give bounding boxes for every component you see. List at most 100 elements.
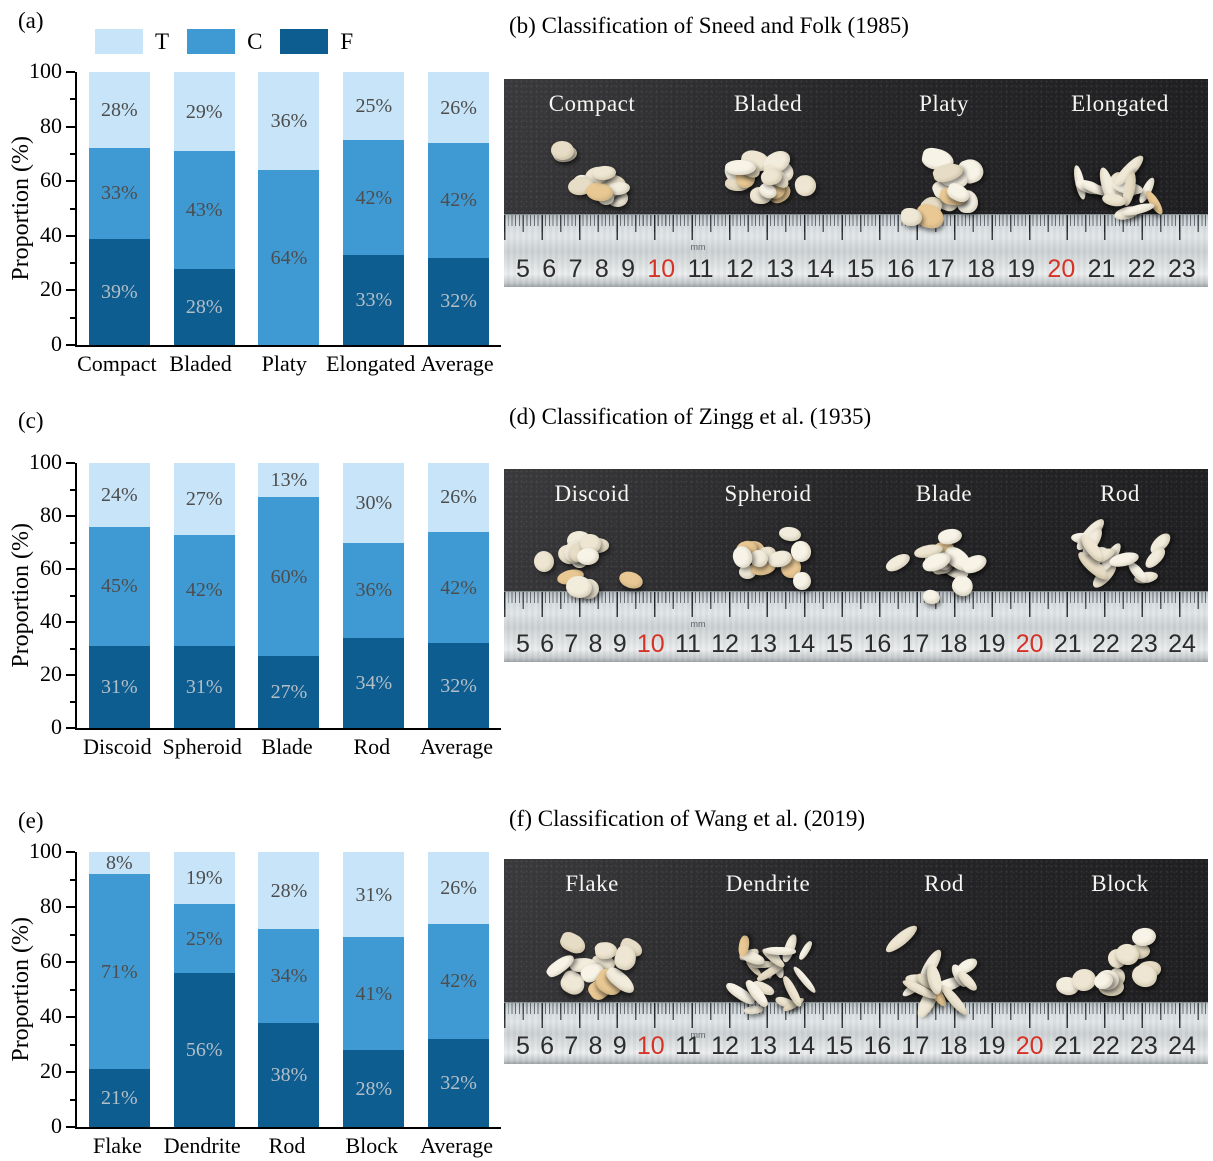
ruler-number: 23: [1130, 630, 1158, 658]
stacked-bar-dendrite: 56% 25% 19%: [173, 852, 235, 1127]
y-major-tick: [66, 961, 75, 963]
segment-value-label: 29%: [185, 100, 223, 123]
segment-value-label: 45%: [101, 575, 138, 598]
segment-value-label: 27%: [270, 681, 308, 704]
stacked-bar-flake: 21% 71% 8%: [88, 852, 150, 1127]
particle-cluster: [504, 901, 680, 1064]
y-minor-tick: [70, 988, 75, 991]
y-minor-tick: [70, 700, 75, 703]
ruler-number: 8: [588, 630, 603, 658]
ruler-number: 12: [711, 630, 739, 658]
y-major-tick: [66, 289, 75, 292]
y-tick-label: 80: [40, 893, 62, 919]
particle: [792, 172, 818, 198]
segment-value-label: 34%: [270, 964, 308, 987]
segment-value-label: 21%: [101, 1087, 138, 1110]
plot-area: 0 20 40 60 80 100 21% 71% 8% 56% 25% 19% 38% 34% 28% 28…: [29, 840, 501, 1137]
segment-value-label: 42%: [440, 970, 477, 993]
stacked-bar-rod: 34% 36% 30%: [343, 463, 405, 728]
bar-segment-T: 26%: [428, 72, 490, 143]
ruler-number: 23: [1167, 255, 1196, 283]
bar-segment-F: 32%: [428, 643, 490, 728]
segment-value-label: 39%: [101, 280, 138, 303]
ruler-number: 6: [542, 255, 557, 283]
ruler-number: 20: [1015, 630, 1044, 658]
bar-segment-F: 31%: [88, 645, 150, 728]
group-label: Flake: [565, 871, 619, 896]
category-label: Compact: [77, 351, 157, 376]
bar-segment-F: 38%: [258, 1022, 320, 1127]
segment-value-label: 43%: [185, 198, 223, 221]
ruler-number: 5: [516, 1032, 530, 1060]
y-major-tick: [66, 71, 75, 73]
particle-group-dendrite: Dendrite: [680, 859, 856, 1064]
bar-segment-F: 27%: [258, 656, 320, 728]
bar-segment-T: 26%: [428, 852, 490, 924]
y-minor-tick: [70, 541, 75, 544]
y-tick-label: 100: [29, 58, 62, 84]
particle: [532, 550, 556, 575]
particle-group-spheroid: Spheroid: [680, 469, 856, 662]
ruler-number: 7: [568, 255, 583, 283]
y-tick-label: 0: [51, 331, 62, 357]
segment-value-label: 71%: [101, 960, 138, 983]
particle-columns: Compact Bladed Platy Elongated: [504, 79, 1208, 287]
bar-segment-T: 27%: [173, 463, 235, 535]
ruler-cm-ticks: [504, 1003, 1208, 1028]
category-label: Platy: [261, 351, 307, 376]
bar-slot: 31% 42% 27%: [162, 463, 247, 728]
ruler-number: 15: [825, 630, 854, 658]
bar-segment-C: 42%: [343, 140, 405, 255]
ruler-number: 8: [594, 255, 609, 283]
ruler-number: 18: [939, 1032, 968, 1060]
segment-value-label: 42%: [355, 186, 393, 209]
particle-cluster: [856, 121, 1032, 287]
particle: [883, 550, 914, 575]
y-axis-title-wrap: Proportion (%): [0, 852, 42, 1127]
plot-area: 0 20 40 60 80 100 31% 45% 24% 31% 42% 27% 27% 60% 13% 3…: [29, 451, 501, 738]
category-label: Flake: [92, 1133, 142, 1158]
photo-title-d: (d) Classification of Zingg et al. (1935…: [509, 404, 872, 429]
ruler-number: 18: [967, 255, 995, 283]
segment-value-label: 24%: [101, 483, 138, 506]
stacked-bar-elongated: 33% 42% 25%: [343, 72, 405, 345]
particle-group-rod: Rod: [856, 859, 1032, 1064]
group-label: Bladed: [733, 91, 803, 116]
bar-slot: 34% 36% 30%: [331, 463, 416, 728]
bar-segment-F: 28%: [173, 268, 235, 345]
ruler: mm 5 6 7 8 9 10 11 12 13 14 15 16 17 18 19 20 21 22 23: [504, 214, 1208, 287]
ruler-unit-label: mm: [690, 1030, 706, 1040]
segment-value-label: 19%: [185, 867, 223, 890]
legend-item-T: T: [95, 29, 187, 54]
ruler-number: 24: [1168, 1032, 1196, 1060]
ruler-number: 12: [711, 1032, 739, 1060]
group-label: Discoid: [554, 481, 630, 506]
photo-title-f: (f) Classification of Wang et al. (2019): [509, 806, 866, 831]
stacked-bar-average: 32% 42% 26%: [428, 72, 490, 345]
ruler-number: 13: [749, 1032, 778, 1060]
y-major-tick: [66, 462, 75, 464]
ruler-number: 16: [863, 630, 892, 658]
group-label: Dendrite: [725, 871, 811, 896]
bar-segment-F: 56%: [173, 973, 235, 1127]
ruler-number: 12: [725, 255, 754, 283]
segment-value-label: 42%: [440, 576, 477, 599]
ruler: mm 5 6 7 8 9 10 11 12 13 14 15 16 17 18 19 20 21 22 23 24: [504, 1002, 1208, 1064]
bar-segment-T: 19%: [173, 852, 235, 905]
ruler-number: 10: [636, 1032, 665, 1060]
y-tick-label: 80: [40, 502, 62, 528]
particle-cluster: [1032, 121, 1208, 287]
particle-columns: Discoid Spheroid Blade Rod: [504, 469, 1208, 662]
particle-cluster: [1032, 511, 1208, 662]
y-tick-label: 20: [40, 1058, 62, 1084]
panel-c-chart: (c) Proportion (%) 0 20 40 60 80 100 31% 45% 24%…: [0, 390, 505, 776]
ruler-number: 7: [564, 630, 579, 658]
y-axis-title-wrap: Proportion (%): [0, 72, 42, 345]
bar-slot: 33% 42% 25%: [331, 72, 416, 345]
legend-label: T: [155, 29, 170, 54]
ruler-numbers: 5 6 7 8 9 10 11 12 13 14 15 16 17 18 19 20 21 22 23 24: [504, 632, 1208, 657]
bar-segment-T: 24%: [88, 463, 150, 527]
particle: [1142, 545, 1169, 572]
bar-segment-T: 28%: [88, 72, 150, 149]
